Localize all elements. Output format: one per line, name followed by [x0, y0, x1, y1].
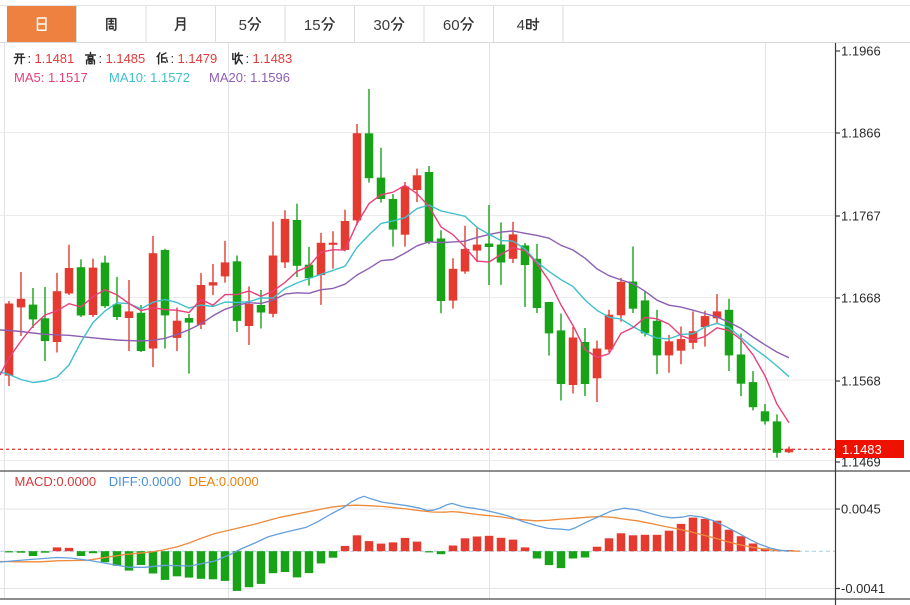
svg-text:1.1481: 1.1481 — [35, 51, 75, 66]
svg-text:MACD:0.0000: MACD:0.0000 — [15, 474, 97, 489]
svg-text:1.1966: 1.1966 — [841, 44, 881, 59]
svg-text:DIFF:0.0000: DIFF:0.0000 — [109, 474, 181, 489]
svg-text:1.1866: 1.1866 — [841, 126, 881, 141]
svg-text::: : — [246, 51, 250, 66]
svg-text:1.1568: 1.1568 — [841, 374, 881, 389]
svg-text:60: 60 — [443, 17, 460, 34]
svg-text:MA10: 1.1572: MA10: 1.1572 — [109, 70, 190, 85]
svg-text:MA20: 1.1596: MA20: 1.1596 — [209, 70, 290, 85]
svg-text:30: 30 — [373, 17, 390, 34]
svg-text:DEA:0.0000: DEA:0.0000 — [189, 474, 259, 489]
svg-text:1.1483: 1.1483 — [842, 442, 882, 457]
svg-text::: : — [171, 51, 175, 66]
svg-text:0.0045: 0.0045 — [841, 502, 881, 517]
svg-text:-0.0041: -0.0041 — [841, 581, 885, 596]
svg-text:1.1767: 1.1767 — [841, 209, 881, 224]
svg-text:1.1469: 1.1469 — [841, 455, 881, 470]
svg-text:MA5: 1.1517: MA5: 1.1517 — [14, 70, 88, 85]
svg-text:1.1483: 1.1483 — [253, 51, 293, 66]
svg-text:1.1485: 1.1485 — [106, 51, 146, 66]
svg-text:5: 5 — [239, 17, 247, 34]
svg-text:4: 4 — [517, 17, 525, 34]
svg-text:1.1479: 1.1479 — [178, 51, 218, 66]
svg-text:15: 15 — [304, 17, 321, 34]
svg-text::: : — [28, 51, 32, 66]
svg-text::: : — [99, 51, 103, 66]
svg-text:1.1668: 1.1668 — [841, 291, 881, 306]
